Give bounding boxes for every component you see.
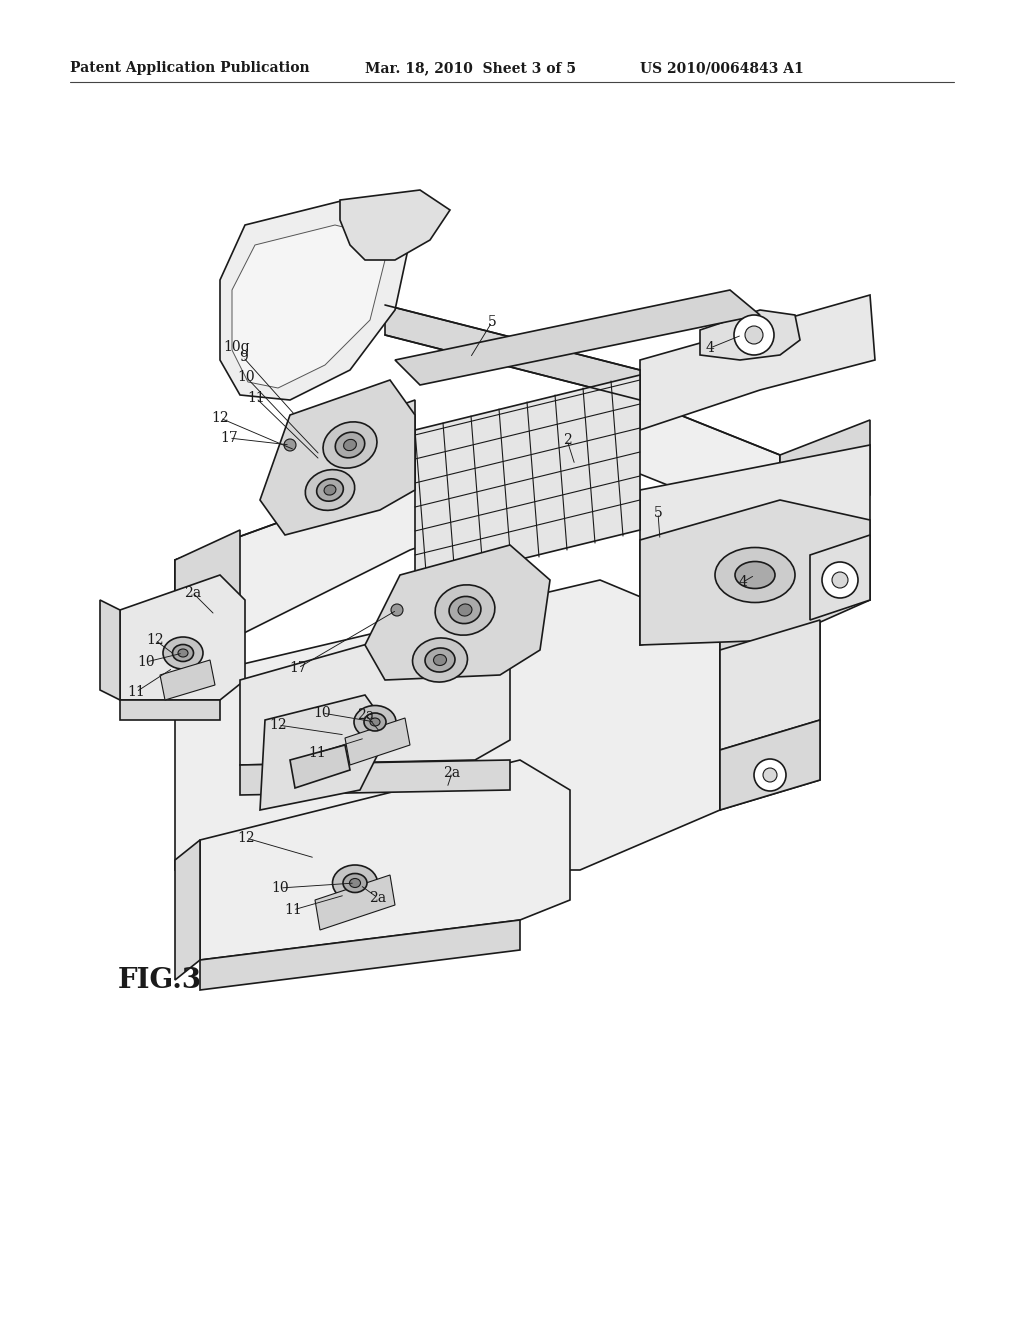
Text: 17: 17 (289, 661, 307, 675)
Ellipse shape (324, 484, 336, 495)
Polygon shape (720, 601, 820, 810)
Polygon shape (340, 190, 450, 260)
Polygon shape (220, 201, 410, 400)
Polygon shape (640, 294, 874, 430)
Text: 2a: 2a (443, 766, 461, 780)
Ellipse shape (178, 649, 188, 657)
Polygon shape (810, 535, 870, 620)
Polygon shape (290, 744, 350, 788)
Ellipse shape (364, 713, 386, 731)
Polygon shape (345, 718, 410, 766)
Ellipse shape (333, 865, 378, 902)
Ellipse shape (316, 479, 343, 502)
Ellipse shape (344, 440, 356, 450)
Text: 10: 10 (137, 655, 155, 669)
Text: 11: 11 (127, 685, 144, 700)
Text: 10: 10 (238, 370, 255, 384)
Ellipse shape (450, 597, 481, 623)
Polygon shape (415, 375, 640, 585)
Text: 2a: 2a (370, 891, 387, 906)
Circle shape (822, 562, 858, 598)
Circle shape (284, 440, 296, 451)
Polygon shape (395, 290, 760, 385)
Text: FIG.3: FIG.3 (118, 966, 202, 994)
Polygon shape (175, 395, 780, 660)
Polygon shape (120, 700, 220, 719)
Polygon shape (260, 380, 415, 535)
Ellipse shape (305, 470, 354, 511)
Polygon shape (200, 920, 520, 990)
Ellipse shape (172, 644, 194, 661)
Ellipse shape (433, 655, 446, 665)
Ellipse shape (413, 638, 468, 682)
Polygon shape (640, 445, 870, 645)
Polygon shape (700, 310, 800, 360)
Text: 12: 12 (269, 718, 287, 733)
Text: 9: 9 (239, 350, 248, 364)
Text: US 2010/0064843 A1: US 2010/0064843 A1 (640, 61, 804, 75)
Polygon shape (175, 579, 720, 870)
Polygon shape (232, 224, 385, 388)
Ellipse shape (370, 718, 380, 726)
Polygon shape (100, 601, 120, 700)
Polygon shape (330, 400, 415, 510)
Text: 17: 17 (220, 432, 238, 445)
Polygon shape (315, 875, 395, 931)
Polygon shape (780, 420, 870, 531)
Text: 11: 11 (247, 391, 265, 405)
Text: 10g: 10g (223, 341, 250, 354)
Text: 12: 12 (238, 832, 255, 845)
Text: 11: 11 (308, 746, 326, 760)
Polygon shape (240, 615, 510, 766)
Circle shape (745, 326, 763, 345)
Text: 10: 10 (313, 706, 331, 719)
Text: 11: 11 (284, 903, 302, 917)
Polygon shape (240, 760, 510, 795)
Circle shape (763, 768, 777, 781)
Text: 10: 10 (271, 880, 289, 895)
Text: 4: 4 (706, 341, 715, 355)
Ellipse shape (163, 638, 203, 669)
Polygon shape (200, 760, 570, 960)
Polygon shape (175, 840, 200, 979)
Polygon shape (365, 545, 550, 680)
Polygon shape (720, 719, 820, 810)
Polygon shape (720, 620, 820, 750)
Ellipse shape (425, 648, 455, 672)
Polygon shape (640, 500, 870, 645)
Text: 12: 12 (146, 634, 164, 647)
Polygon shape (260, 696, 390, 810)
Text: 5: 5 (487, 315, 497, 329)
Polygon shape (120, 576, 245, 700)
Polygon shape (175, 531, 240, 700)
Ellipse shape (715, 548, 795, 602)
Ellipse shape (458, 605, 472, 616)
Circle shape (391, 605, 403, 616)
Text: 2: 2 (562, 433, 571, 447)
Polygon shape (160, 660, 215, 700)
Ellipse shape (435, 585, 495, 635)
Text: 2a: 2a (184, 586, 202, 601)
Ellipse shape (323, 422, 377, 469)
Text: 5: 5 (653, 506, 663, 520)
Ellipse shape (335, 432, 365, 458)
Text: Patent Application Publication: Patent Application Publication (70, 61, 309, 75)
Polygon shape (385, 305, 640, 400)
Text: 12: 12 (211, 411, 228, 425)
Circle shape (754, 759, 786, 791)
Ellipse shape (735, 561, 775, 589)
Text: 4: 4 (738, 576, 748, 589)
Text: 2a: 2a (357, 708, 375, 722)
Ellipse shape (349, 879, 360, 887)
Circle shape (831, 572, 848, 587)
Ellipse shape (354, 705, 396, 738)
Ellipse shape (343, 874, 367, 892)
Text: Mar. 18, 2010  Sheet 3 of 5: Mar. 18, 2010 Sheet 3 of 5 (365, 61, 575, 75)
Circle shape (734, 315, 774, 355)
